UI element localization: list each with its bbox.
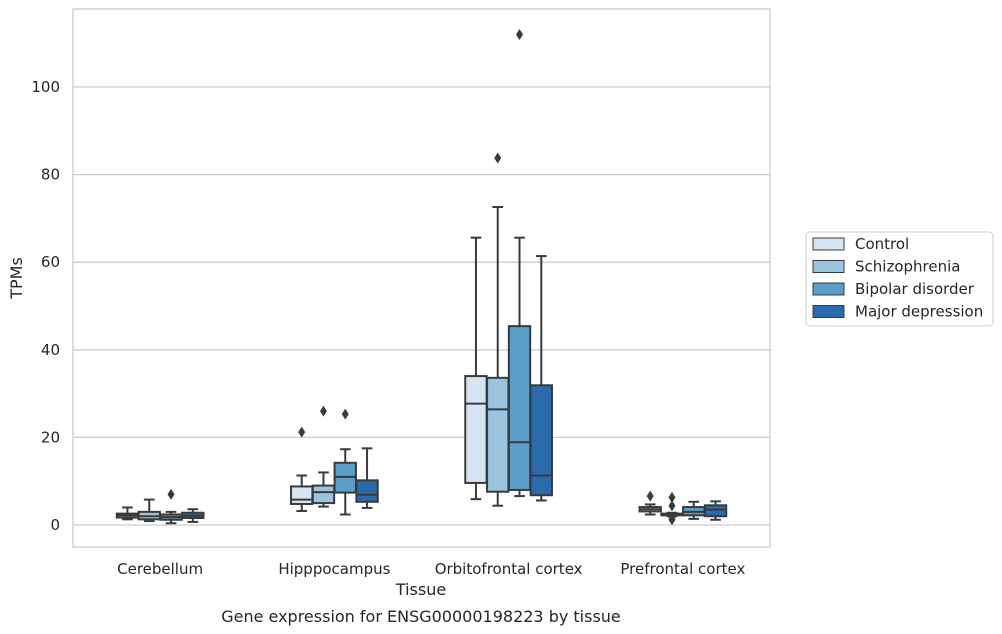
legend: Control Schizophrenia Bipolar disorder Majo…	[805, 231, 994, 327]
outlier-marker	[298, 426, 306, 438]
x-axis-label: Tissue	[395, 580, 446, 599]
x-tick-label: Prefrontal cortex	[620, 560, 745, 578]
box-2-3	[682, 500, 706, 520]
y-tick-label: 100	[31, 78, 60, 96]
legend-label: Control	[855, 235, 909, 253]
legend-label: Schizophrenia	[855, 258, 960, 276]
x-tick-label: Hipppocampus	[278, 560, 390, 578]
legend-swatch	[812, 282, 845, 296]
outlier-marker	[668, 491, 676, 503]
outlier-marker	[668, 500, 676, 512]
legend-swatch	[812, 237, 845, 251]
box-1-0	[137, 498, 161, 523]
y-axis-label: TPMs	[7, 257, 26, 300]
box-body	[464, 375, 488, 484]
box-0-1	[290, 426, 314, 512]
legend-label: Major depression	[855, 303, 983, 321]
plot-area	[72, 8, 771, 548]
box-3-3	[703, 500, 728, 521]
x-tick-label: Cerebellum	[117, 560, 203, 578]
legend-swatch	[812, 305, 845, 318]
box-3-1	[355, 447, 379, 509]
box-3-2	[529, 255, 553, 502]
box-body	[507, 325, 532, 491]
outlier-marker	[646, 490, 654, 502]
box-series	[115, 28, 728, 526]
legend-label: Bipolar disorder	[855, 280, 975, 298]
box-body	[703, 504, 728, 518]
outlier-marker	[341, 408, 349, 420]
y-tick-label: 20	[41, 428, 60, 446]
box-1-1	[311, 405, 336, 508]
y-gridlines	[73, 86, 770, 526]
box-body	[355, 479, 379, 503]
box-body	[529, 384, 553, 497]
outlier-marker	[668, 514, 676, 526]
y-tick-label: 80	[41, 166, 60, 184]
y-tick-label: 60	[41, 253, 60, 271]
outlier-marker	[319, 405, 327, 417]
x-tick-label: Orbitofrontal cortex	[435, 560, 583, 578]
box-0-2	[464, 236, 488, 501]
outlier-marker	[516, 28, 524, 40]
legend-frame	[805, 231, 994, 327]
outlier-marker	[167, 488, 175, 500]
box-1-3	[660, 491, 684, 526]
box-0-0	[115, 506, 140, 521]
outlier-marker	[494, 152, 502, 164]
box-body	[486, 376, 510, 493]
x-tick-labels: Cerebellum Hipppocampus Orbitofrontal cort…	[117, 560, 745, 578]
box-body	[290, 485, 314, 505]
y-tick-label: 0	[50, 516, 60, 534]
chart-caption: Gene expression for ENSG00000198223 by t…	[221, 607, 621, 626]
box-0-3	[638, 490, 662, 516]
y-tick-labels: 0 20 40 60 80 100	[31, 78, 60, 534]
box-body	[311, 484, 336, 505]
box-2-1	[333, 408, 357, 516]
box-3-0	[181, 508, 205, 523]
legend-swatch	[812, 260, 845, 273]
y-tick-label: 40	[41, 341, 60, 359]
